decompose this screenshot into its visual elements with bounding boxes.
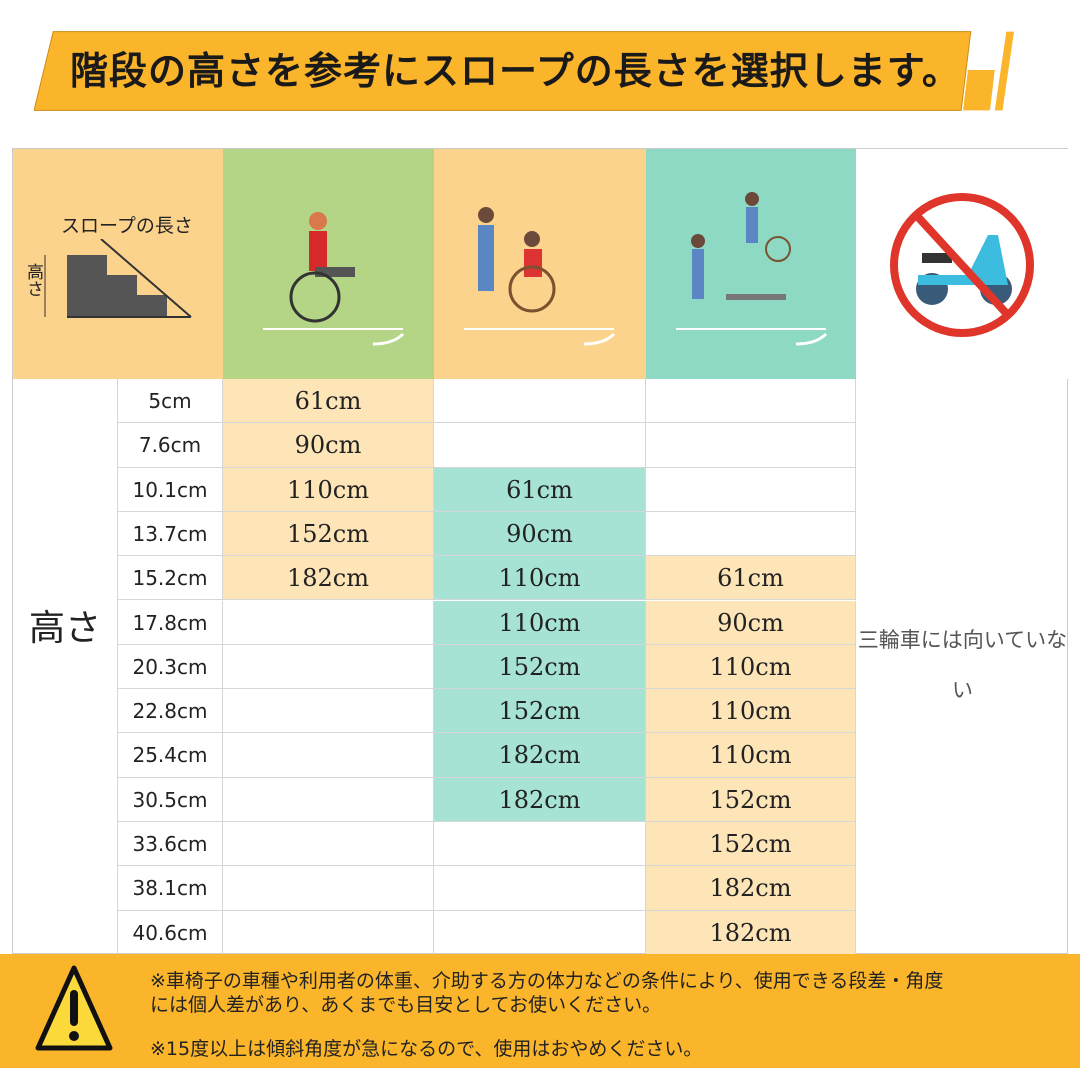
slope-length-cell-c1: 152cm bbox=[223, 511, 434, 557]
stairs-icon bbox=[44, 239, 192, 318]
slope-length-cell-c3: 110cm bbox=[646, 733, 856, 778]
slope-length-cell-c2 bbox=[434, 910, 646, 955]
slope-length-cell-c2: 182cm bbox=[434, 733, 646, 778]
slope-length-cell-c3: 182cm bbox=[646, 866, 856, 911]
slope-length-cell-c2: 90cm bbox=[434, 511, 646, 557]
header-assisted-wheelchair bbox=[434, 149, 646, 379]
step-height-cell: 30.5cm bbox=[118, 777, 223, 822]
slope-length-cell-c2: 152cm bbox=[434, 689, 646, 734]
step-height-cell: 25.4cm bbox=[118, 733, 223, 778]
slope-length-cell-c3: 90cm bbox=[646, 600, 856, 645]
slope-length-cell-c1 bbox=[223, 910, 434, 955]
slope-length-cell-c3: 152cm bbox=[646, 822, 856, 867]
slope-length-cell-c3 bbox=[646, 379, 856, 424]
slope-length-cell-c1 bbox=[223, 733, 434, 778]
slope-length-cell-c3: 110cm bbox=[646, 644, 856, 690]
page-title: 階段の高さを参考にスロープの長さを選択します。 bbox=[70, 49, 961, 93]
slope-length-cell-c1 bbox=[223, 866, 434, 911]
slope-length-cell-c3 bbox=[646, 423, 856, 468]
wheelchair-user-icon bbox=[263, 212, 405, 346]
caregiver-cart-icon bbox=[676, 192, 828, 346]
slope-length-cell-c1: 90cm bbox=[223, 423, 434, 468]
slope-length-cell-c2: 152cm bbox=[434, 644, 646, 690]
step-height-cell: 10.1cm bbox=[118, 467, 223, 512]
slope-length-cell-c1: 110cm bbox=[223, 467, 434, 512]
slope-length-cell-c1: 182cm bbox=[223, 556, 434, 601]
caution-note-2: ※15度以上は傾斜角度が急になるので、使用はおやめください。 bbox=[150, 1038, 703, 1060]
caregiver-wheelchair-icon bbox=[464, 207, 616, 346]
step-height-cell: 38.1cm bbox=[118, 866, 223, 911]
slope-length-cell-c1 bbox=[223, 600, 434, 645]
no-tricycle-note: 三輪車には向いていない bbox=[857, 628, 1068, 702]
title-banner-bg bbox=[34, 31, 1014, 111]
height-label: 高さ bbox=[23, 263, 43, 297]
slope-length-cell-c2 bbox=[434, 866, 646, 911]
header-self-propelled-wheelchair bbox=[223, 149, 434, 379]
no-scooter-icon bbox=[890, 193, 1034, 337]
height-side-label: 高さ bbox=[13, 379, 118, 955]
slope-length-cell-c1 bbox=[223, 822, 434, 867]
slope-length-label: スロープの長さ bbox=[61, 215, 193, 237]
slope-length-cell-c3 bbox=[646, 511, 856, 557]
slope-length-cell-c3 bbox=[646, 467, 856, 512]
slope-length-cell-c2: 182cm bbox=[434, 777, 646, 822]
step-height-cell: 40.6cm bbox=[118, 910, 223, 955]
slope-length-cell-c1 bbox=[223, 777, 434, 822]
slope-length-cell-c3: 182cm bbox=[646, 910, 856, 955]
slope-length-cell-c2 bbox=[434, 379, 646, 424]
caution-footer: ※車椅子の車種や利用者の体重、介助する方の体力などの条件により、使用できる段差・… bbox=[0, 954, 1080, 1068]
slope-length-cell-c3: 61cm bbox=[646, 556, 856, 601]
slope-length-cell-c1: 61cm bbox=[223, 379, 434, 424]
step-height-cell: 33.6cm bbox=[118, 822, 223, 867]
step-height-cell: 5cm bbox=[118, 379, 223, 424]
slope-length-cell-c2: 110cm bbox=[434, 556, 646, 601]
step-height-cell: 7.6cm bbox=[118, 423, 223, 468]
step-height-cell: 17.8cm bbox=[118, 600, 223, 645]
step-height-cell: 20.3cm bbox=[118, 644, 223, 690]
caution-note-1-line-1: ※車椅子の車種や利用者の体重、介助する方の体力などの条件により、使用できる段差・… bbox=[150, 970, 944, 992]
slope-length-cell-c1 bbox=[223, 689, 434, 734]
slope-length-cell-c2 bbox=[434, 822, 646, 867]
warning-icon bbox=[35, 965, 113, 1051]
step-height-cell: 13.7cm bbox=[118, 511, 223, 557]
header-no-tricycle bbox=[856, 149, 1069, 379]
slope-length-cell-c1 bbox=[223, 644, 434, 690]
slope-length-cell-c2: 61cm bbox=[434, 467, 646, 512]
step-height-cell: 22.8cm bbox=[118, 689, 223, 734]
slope-length-table: スロープの長さ 高さ 高さ 5cm 61cm 7.6cm 90cm 10.1cm 110c… bbox=[12, 148, 1069, 955]
step-height-cell: 15.2cm bbox=[118, 556, 223, 601]
header-carrying-wheelchair bbox=[646, 149, 856, 379]
caution-note-1-line-2: には個人差があり、あくまでも目安としてお使いください。 bbox=[150, 994, 662, 1016]
slope-length-cell-c3: 110cm bbox=[646, 689, 856, 734]
header-stairs-diagram: スロープの長さ 高さ bbox=[13, 149, 223, 379]
slope-length-cell-c2: 110cm bbox=[434, 600, 646, 645]
slope-length-cell-c2 bbox=[434, 423, 646, 468]
slope-length-cell-c3: 152cm bbox=[646, 777, 856, 822]
